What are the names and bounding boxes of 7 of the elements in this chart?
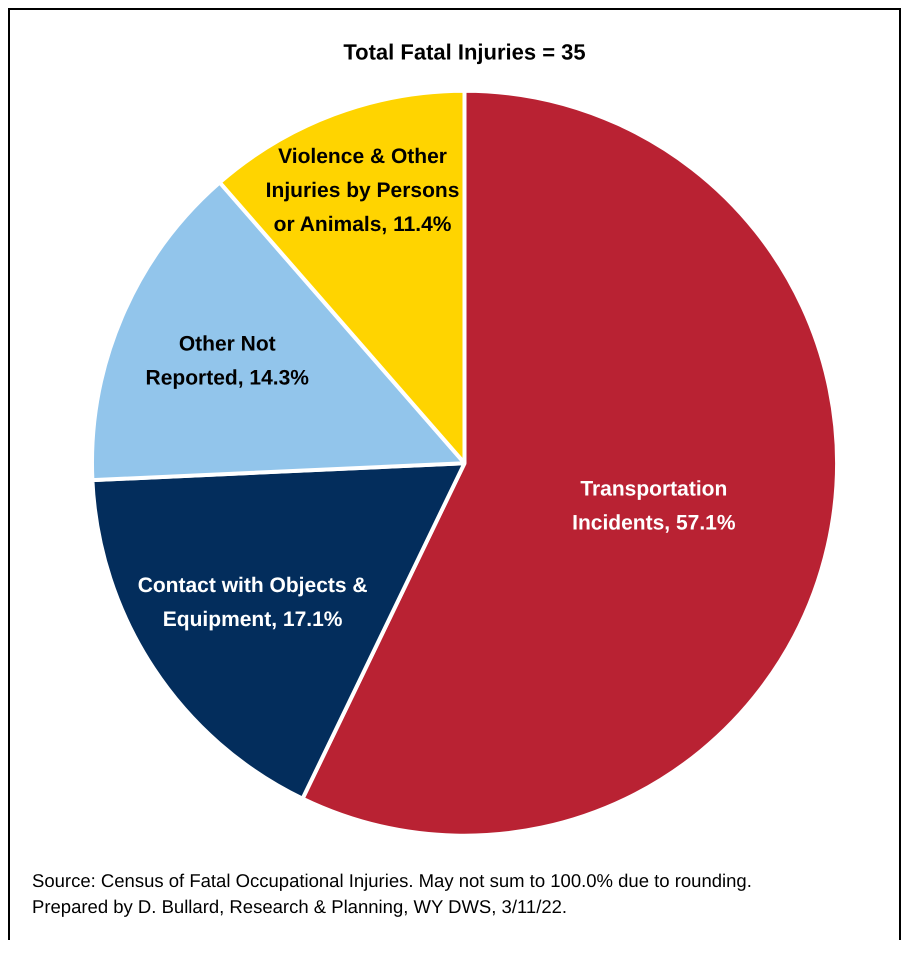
source-note: Source: Census of Fatal Occupational Injuries. May not sum to 100.0% due to rounding. xyxy=(32,869,753,893)
slice-label: Transportation Incidents, 57.1% xyxy=(572,477,736,534)
slice-label: Contact with Objects & Equipment, 17.1% xyxy=(138,574,368,631)
chart-title: Total Fatal Injuries = 35 xyxy=(343,39,586,64)
slice-label: Violence & Other Injuries by Persons or Animals, 11.4% xyxy=(266,144,460,236)
text: Prepared by D. Bullard, Research & Planning, WY DWS, 3/11/22. xyxy=(32,895,568,919)
slice-label: Other Not Reported, 14.3% xyxy=(146,332,310,390)
